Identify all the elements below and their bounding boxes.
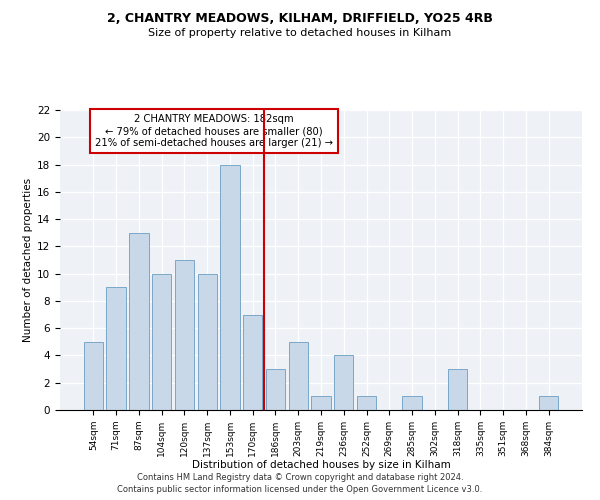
- Bar: [403, 396, 422, 410]
- Bar: [243, 314, 262, 410]
- Bar: [197, 274, 217, 410]
- Bar: [129, 232, 149, 410]
- Bar: [152, 274, 172, 410]
- Text: 2, CHANTRY MEADOWS, KILHAM, DRIFFIELD, YO25 4RB: 2, CHANTRY MEADOWS, KILHAM, DRIFFIELD, Y…: [107, 12, 493, 26]
- Text: Contains HM Land Registry data © Crown copyright and database right 2024.: Contains HM Land Registry data © Crown c…: [137, 472, 463, 482]
- Bar: [84, 342, 103, 410]
- Bar: [311, 396, 331, 410]
- Bar: [334, 356, 353, 410]
- Bar: [357, 396, 376, 410]
- Bar: [289, 342, 308, 410]
- Text: 2 CHANTRY MEADOWS: 182sqm
← 79% of detached houses are smaller (80)
21% of semi-: 2 CHANTRY MEADOWS: 182sqm ← 79% of detac…: [95, 114, 333, 148]
- Bar: [175, 260, 194, 410]
- Bar: [220, 164, 239, 410]
- Bar: [539, 396, 558, 410]
- Text: Contains public sector information licensed under the Open Government Licence v3: Contains public sector information licen…: [118, 485, 482, 494]
- Bar: [448, 369, 467, 410]
- X-axis label: Distribution of detached houses by size in Kilham: Distribution of detached houses by size …: [191, 460, 451, 470]
- Bar: [106, 288, 126, 410]
- Text: Size of property relative to detached houses in Kilham: Size of property relative to detached ho…: [148, 28, 452, 38]
- Y-axis label: Number of detached properties: Number of detached properties: [23, 178, 33, 342]
- Bar: [266, 369, 285, 410]
